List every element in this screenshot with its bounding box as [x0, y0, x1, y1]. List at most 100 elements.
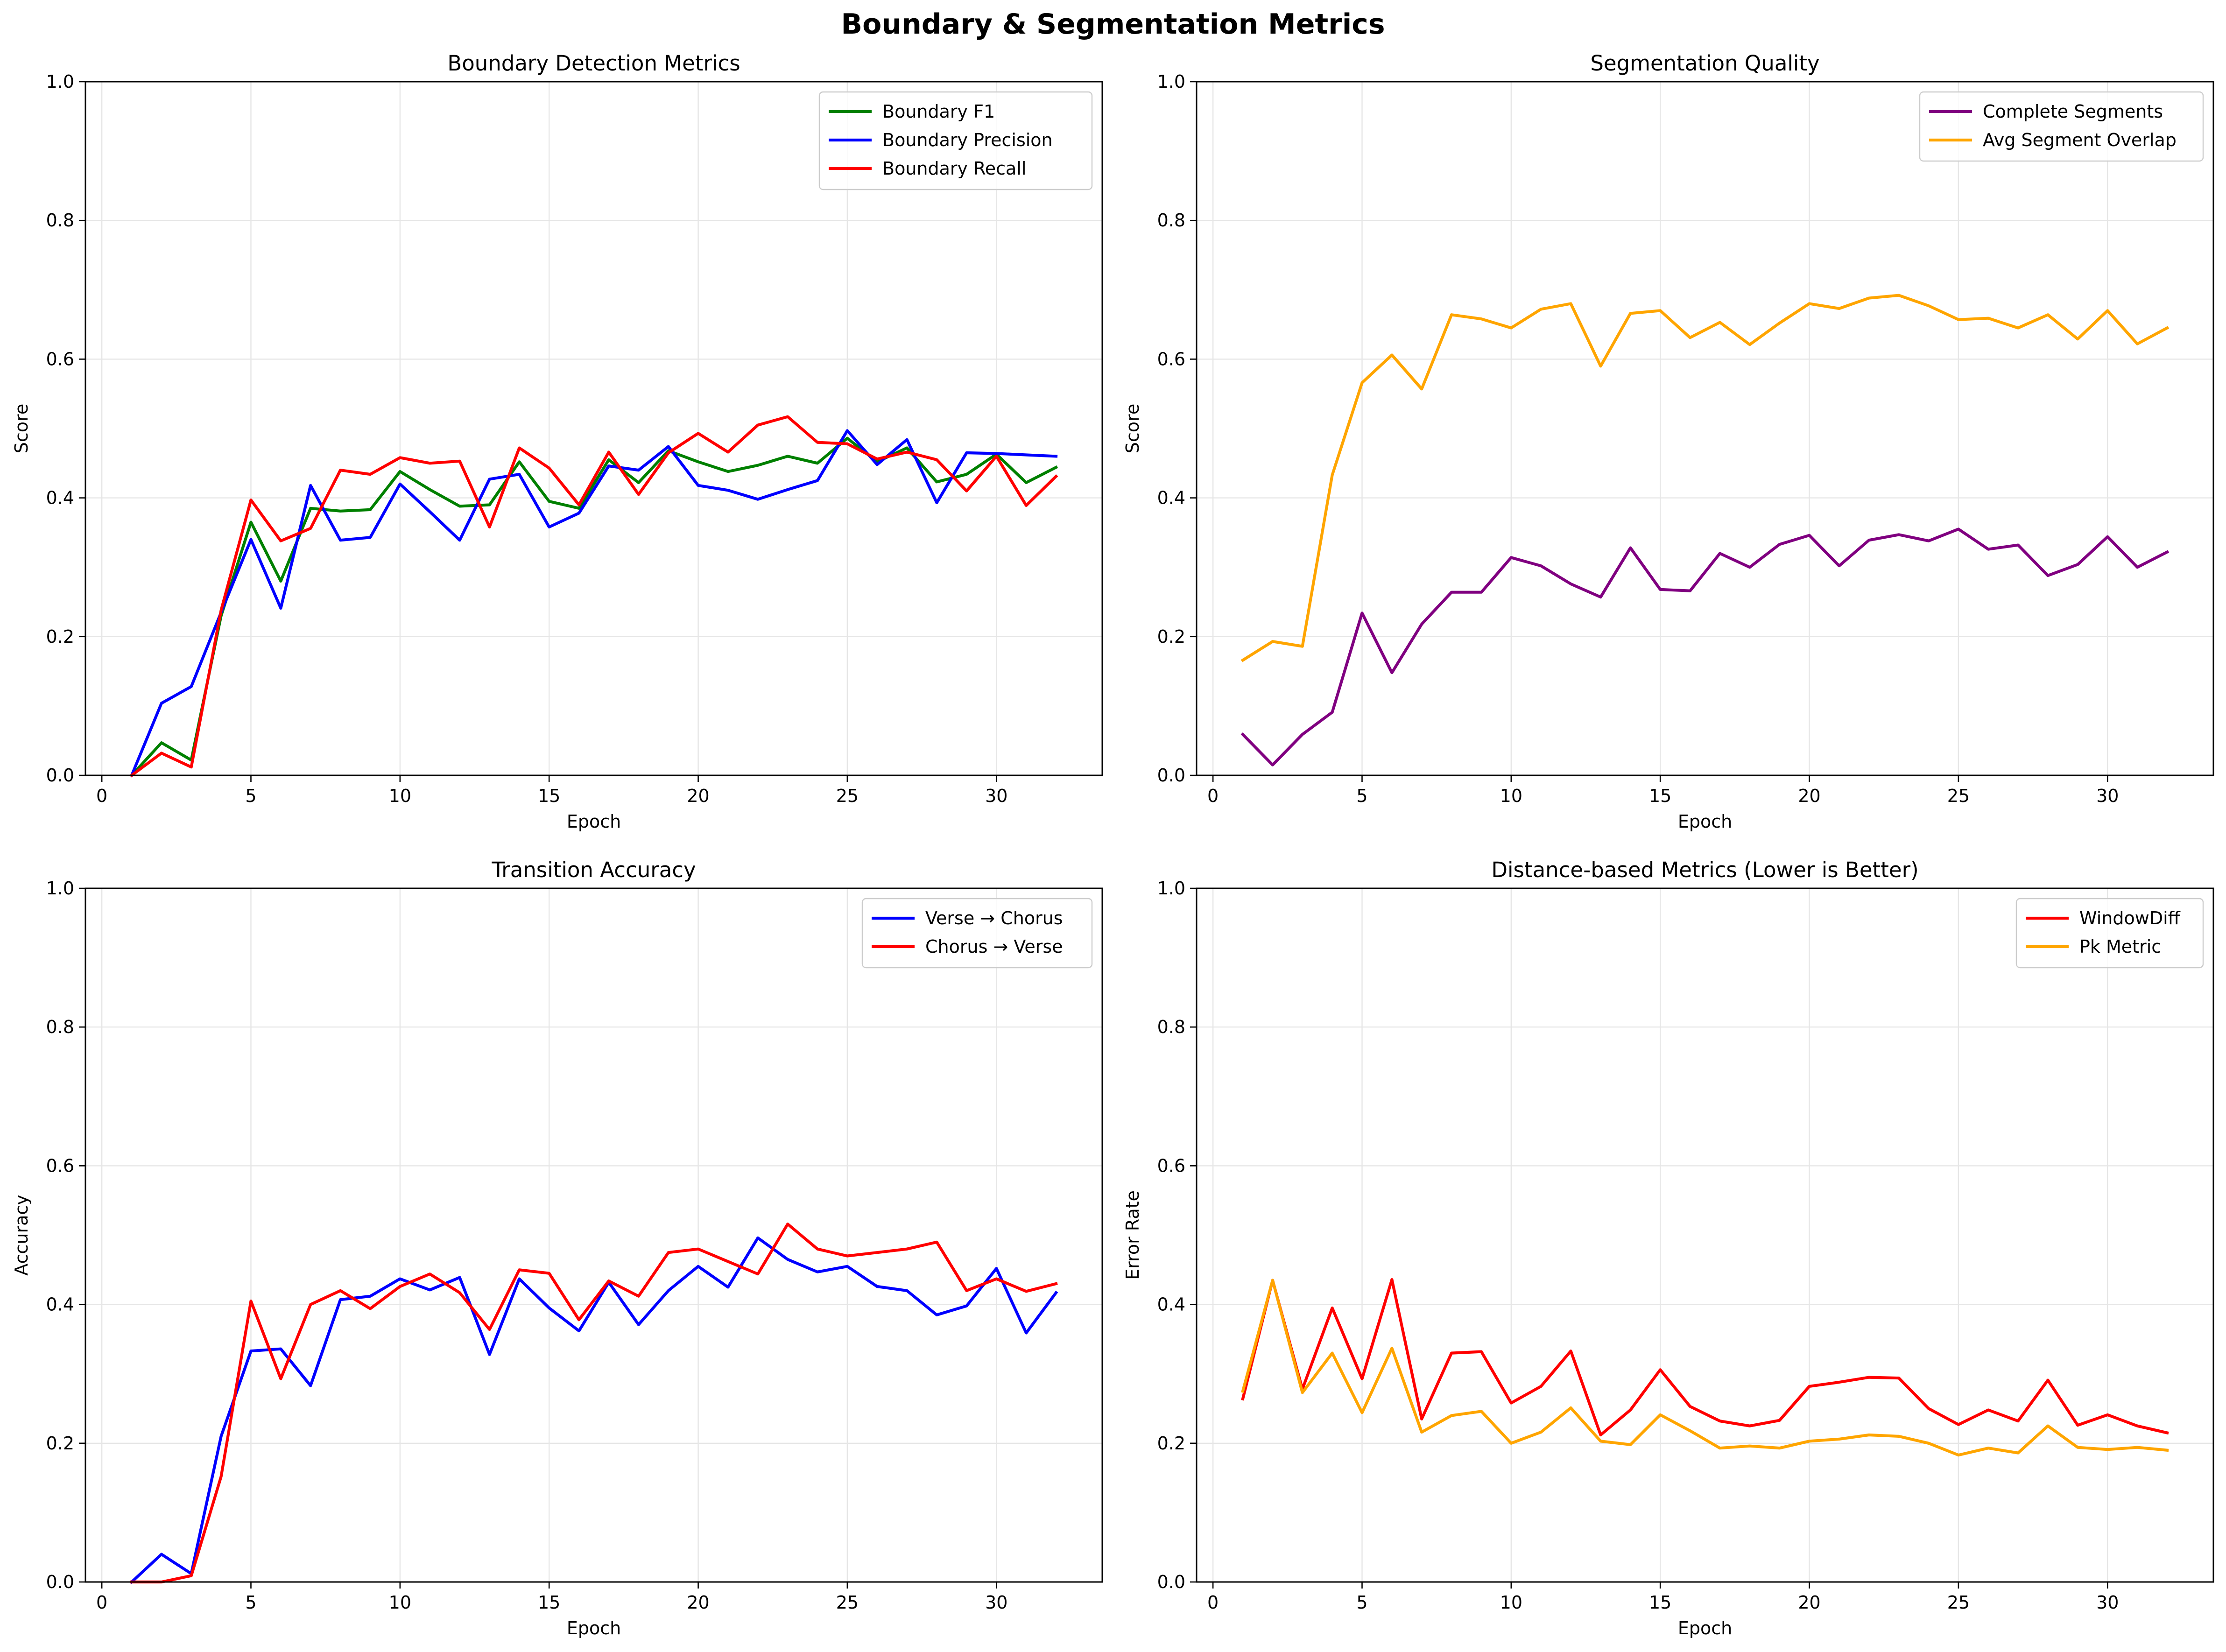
x-tick-label: 10 — [389, 786, 411, 806]
legend — [861, 898, 1093, 969]
x-tick-label: 10 — [1500, 1592, 1522, 1613]
y-tick-label: 1.0 — [46, 878, 74, 899]
x-tick-label: 30 — [2096, 786, 2119, 806]
legend-box — [818, 91, 1093, 190]
x-tick-label: 25 — [1947, 786, 1970, 806]
x-tick-label: 20 — [687, 1592, 709, 1613]
panel-title: Transition Accuracy — [491, 858, 696, 882]
legend-label: Complete Segments — [1983, 101, 2163, 122]
y-tick-label: 0.2 — [46, 626, 74, 647]
legend-box — [2015, 898, 2204, 969]
y-tick-label: 0.0 — [46, 1572, 74, 1592]
legend-label: Chorus → Verse — [925, 936, 1063, 957]
legend-label: Verse → Chorus — [925, 908, 1063, 928]
x-tick-label: 15 — [538, 1592, 560, 1613]
plot-area: 0 5 10 15 20 25 30 0.0 0.2 0.4 0.6 0.8 1.0 — [1157, 878, 2214, 1613]
y-tick-label: 0.4 — [1157, 1294, 1185, 1315]
x-tick-label: 0 — [1207, 1592, 1219, 1613]
axes-frame — [85, 81, 1103, 776]
x-tick-label: 5 — [1356, 786, 1367, 806]
y-axis-label: Accuracy — [11, 1195, 32, 1276]
x-tick-label: 5 — [1356, 1592, 1367, 1613]
x-axis-label: Epoch — [567, 811, 621, 832]
y-tick-label: 0.2 — [46, 1433, 74, 1454]
series-line — [129, 436, 1058, 778]
x-tick-label: 20 — [1798, 1592, 1820, 1613]
legend — [1919, 91, 2204, 162]
x-axis-label: Epoch — [1678, 1618, 1732, 1638]
x-tick-label: 30 — [2096, 1592, 2119, 1613]
y-tick-label: 0.0 — [46, 765, 74, 786]
y-tick-label: 0.2 — [1157, 626, 1185, 647]
panel-distance-metrics: 0 5 10 15 20 25 30 0.0 0.2 0.4 0.6 0.8 1.0 Distance-… — [1122, 858, 2214, 1638]
legend — [2015, 898, 2204, 969]
legend-label: WindowDiff — [2079, 908, 2181, 928]
y-tick-label: 0.0 — [1157, 1572, 1185, 1592]
series-lines — [1241, 1278, 2169, 1457]
legend — [818, 91, 1093, 190]
legend-label: Avg Segment Overlap — [1983, 130, 2177, 150]
axes-frame — [1196, 887, 2214, 1583]
y-tick-label: 1.0 — [46, 71, 74, 92]
x-tick-label: 5 — [245, 1592, 256, 1613]
y-tick-label: 0.6 — [46, 349, 74, 369]
x-tick-label: 10 — [1500, 786, 1522, 806]
y-tick-label: 0.8 — [46, 210, 74, 231]
y-axis-label: Error Rate — [1122, 1190, 1143, 1280]
x-axis-label: Epoch — [1678, 811, 1732, 832]
axes-frame — [1196, 81, 2214, 776]
x-tick-label: 25 — [836, 1592, 859, 1613]
panel-segmentation-quality: 0 5 10 15 20 25 30 0.0 0.2 0.4 0.6 0.8 1.0 Segmentat… — [1122, 51, 2214, 832]
panel-title: Boundary Detection Metrics — [447, 51, 740, 76]
legend-box — [1919, 91, 2204, 162]
plot-area: 0 5 10 15 20 25 30 0.0 0.2 0.4 0.6 0.8 1.0 — [46, 878, 1103, 1613]
y-tick-label: 0.8 — [46, 1017, 74, 1037]
series-line — [1240, 294, 2170, 662]
legend-label: Boundary Precision — [882, 130, 1053, 150]
plot-area: 0 5 10 15 20 25 30 0.0 0.2 0.4 0.6 0.8 1.0 — [1157, 71, 2214, 806]
x-tick-label: 0 — [1207, 786, 1219, 806]
x-tick-label: 15 — [1649, 786, 1671, 806]
x-tick-label: 0 — [96, 1592, 107, 1613]
series-line — [129, 429, 1058, 778]
y-axis-label: Score — [11, 404, 32, 453]
legend-label: Boundary Recall — [882, 158, 1026, 179]
x-tick-label: 15 — [1649, 1592, 1671, 1613]
y-tick-label: 0.6 — [1157, 349, 1185, 369]
series-lines — [129, 415, 1058, 778]
series-line — [1240, 527, 2170, 766]
series-line — [1241, 1278, 2169, 1437]
panel-transition-accuracy: 0 5 10 15 20 25 30 0.0 0.2 0.4 0.6 0.8 1.0 Transitio… — [11, 858, 1103, 1638]
legend-label: Boundary F1 — [882, 101, 995, 122]
y-tick-label: 0.6 — [46, 1155, 74, 1176]
y-tick-label: 0.8 — [1157, 210, 1185, 231]
series-line — [130, 1223, 1058, 1584]
x-tick-label: 5 — [245, 786, 256, 806]
y-tick-label: 0.2 — [1157, 1433, 1185, 1454]
panel-title: Segmentation Quality — [1590, 51, 1819, 76]
x-tick-label: 20 — [1798, 786, 1820, 806]
y-tick-label: 0.4 — [1157, 488, 1185, 508]
y-tick-label: 0.8 — [1157, 1017, 1185, 1037]
plot-area: 0 5 10 15 20 25 30 0.0 0.2 0.4 0.6 0.8 1.0 — [46, 71, 1103, 806]
x-axis-label: Epoch — [567, 1618, 621, 1638]
figure-title: Boundary & Segmentation Metrics — [841, 8, 1385, 41]
y-tick-label: 0.4 — [46, 488, 74, 508]
panel-boundary-detection: 0 5 10 15 20 25 30 0.0 0.2 0.4 0.6 0.8 1.0 Boundary … — [11, 51, 1103, 832]
series-line — [129, 1236, 1058, 1584]
legend-box — [861, 898, 1093, 969]
axes-frame — [85, 887, 1103, 1583]
x-tick-label: 20 — [687, 786, 709, 806]
y-tick-label: 0.0 — [1157, 765, 1185, 786]
x-tick-label: 15 — [538, 786, 560, 806]
x-tick-label: 25 — [836, 786, 859, 806]
series-line — [129, 415, 1058, 778]
x-tick-label: 30 — [985, 786, 1007, 806]
y-tick-label: 1.0 — [1157, 878, 1185, 899]
y-axis-label: Score — [1122, 404, 1143, 453]
y-tick-label: 0.6 — [1157, 1155, 1185, 1176]
x-tick-label: 0 — [96, 786, 107, 806]
x-tick-label: 25 — [1947, 1592, 1970, 1613]
